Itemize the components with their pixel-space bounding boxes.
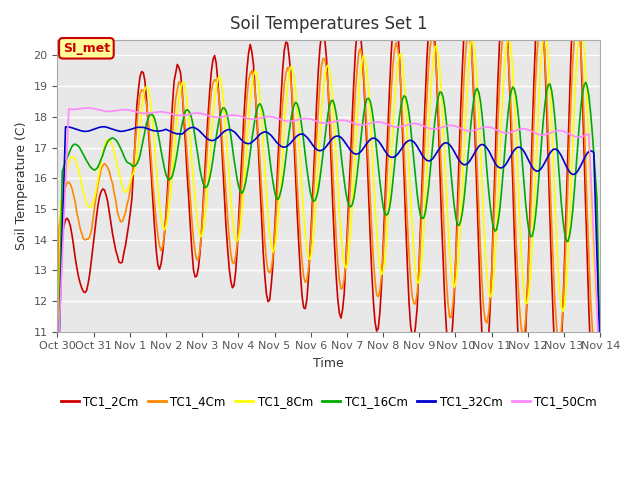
TC1_50Cm	[506, 130, 513, 135]
TC1_4Cm	[216, 98, 223, 104]
TC1_2Cm	[358, 49, 366, 55]
TC1_4Cm	[497, 48, 505, 54]
TC1_32Cm	[100, 124, 108, 130]
TC1_8Cm	[504, 35, 512, 40]
TC1_2Cm	[497, 8, 505, 14]
TC1_8Cm	[60, 182, 68, 188]
TC1_16Cm	[582, 79, 589, 85]
TC1_32Cm	[60, 179, 68, 184]
TC1_32Cm	[506, 156, 513, 161]
TC1_16Cm	[216, 115, 223, 121]
TC1_16Cm	[54, 420, 61, 426]
TC1_16Cm	[497, 190, 505, 196]
TC1_16Cm	[358, 125, 366, 131]
Y-axis label: Soil Temperature (C): Soil Temperature (C)	[15, 121, 28, 250]
Text: SI_met: SI_met	[63, 42, 110, 55]
TC1_2Cm	[216, 101, 223, 107]
TC1_4Cm	[358, 53, 366, 59]
Legend: TC1_2Cm, TC1_4Cm, TC1_8Cm, TC1_16Cm, TC1_32Cm, TC1_50Cm: TC1_2Cm, TC1_4Cm, TC1_8Cm, TC1_16Cm, TC1…	[56, 390, 602, 413]
Line: TC1_2Cm: TC1_2Cm	[58, 0, 600, 431]
TC1_50Cm	[596, 379, 604, 384]
TC1_4Cm	[54, 375, 61, 381]
TC1_32Cm	[499, 164, 507, 170]
TC1_16Cm	[596, 370, 604, 375]
TC1_50Cm	[83, 105, 90, 111]
Line: TC1_4Cm: TC1_4Cm	[58, 16, 600, 431]
TC1_8Cm	[54, 438, 61, 444]
TC1_8Cm	[596, 408, 604, 414]
TC1_2Cm	[504, 43, 512, 49]
TC1_32Cm	[175, 131, 183, 137]
TC1_50Cm	[54, 367, 61, 373]
TC1_2Cm	[596, 428, 604, 433]
TC1_50Cm	[175, 112, 183, 118]
TC1_4Cm	[573, 13, 581, 19]
TC1_2Cm	[173, 61, 181, 67]
TC1_16Cm	[60, 164, 68, 170]
Title: Soil Temperatures Set 1: Soil Temperatures Set 1	[230, 15, 428, 33]
TC1_32Cm	[596, 358, 604, 364]
TC1_4Cm	[504, 46, 512, 52]
TC1_50Cm	[360, 122, 367, 128]
Line: TC1_32Cm: TC1_32Cm	[58, 127, 600, 398]
TC1_50Cm	[499, 130, 507, 135]
TC1_16Cm	[504, 112, 512, 118]
TC1_8Cm	[358, 58, 366, 63]
TC1_8Cm	[497, 120, 505, 125]
TC1_50Cm	[217, 114, 225, 120]
TC1_2Cm	[54, 397, 61, 403]
TC1_32Cm	[217, 132, 225, 137]
Line: TC1_8Cm: TC1_8Cm	[58, 26, 600, 441]
Line: TC1_50Cm: TC1_50Cm	[58, 108, 600, 382]
TC1_8Cm	[577, 23, 585, 29]
TC1_4Cm	[173, 87, 181, 93]
TC1_4Cm	[596, 428, 604, 434]
TC1_4Cm	[60, 191, 68, 196]
TC1_8Cm	[216, 73, 223, 79]
TC1_2Cm	[60, 223, 68, 229]
X-axis label: Time: Time	[314, 357, 344, 370]
TC1_16Cm	[173, 149, 181, 155]
TC1_32Cm	[54, 396, 61, 401]
TC1_8Cm	[173, 111, 181, 117]
Line: TC1_16Cm: TC1_16Cm	[58, 82, 600, 423]
TC1_32Cm	[360, 145, 367, 151]
TC1_50Cm	[60, 218, 68, 224]
